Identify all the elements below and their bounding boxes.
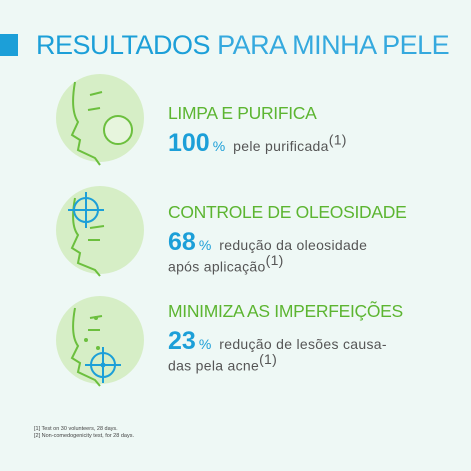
footnote: [1] Test on 30 volunteers, 28 days.: [34, 426, 118, 432]
item-line: 68% redução da oleosidade: [168, 228, 367, 257]
item-line: 23% redução de lesões causa-: [168, 327, 387, 356]
item-heading: LIMPA E PURIFICA: [168, 103, 317, 123]
item-note: (1): [259, 351, 278, 367]
item-description: redução de lesões causa-: [219, 336, 387, 352]
title-bold: RESULTADOS: [36, 30, 211, 60]
item-description: das pela acne: [168, 357, 260, 374]
item-unit: %: [198, 336, 212, 352]
accent-block: [0, 34, 18, 56]
item-description: redução da oleosidade: [219, 237, 368, 253]
item-line: 100% pele purificada(1): [168, 129, 347, 158]
item-line: após aplicação(1): [168, 252, 284, 276]
item-unit: %: [198, 237, 212, 253]
title-light: PARA MINHA PELE: [217, 30, 450, 60]
item-heading: CONTROLE DE OLEOSIDADE: [168, 202, 407, 222]
item-description: após aplicação: [168, 258, 266, 275]
footnote: [2] Non-comedogenicity test, for 28 days…: [34, 433, 134, 439]
item-heading: MINIMIZA AS IMPERFEIÇÕES: [168, 301, 403, 321]
item-note: (1): [265, 252, 284, 268]
item-note: (1): [328, 131, 347, 148]
item-number: 68: [168, 228, 196, 256]
item-unit: %: [212, 138, 226, 154]
item-number: 23: [168, 327, 196, 355]
item-line: das pela acne(1): [168, 351, 277, 375]
item-description: pele purificada: [233, 138, 329, 154]
item-number: 100: [168, 129, 210, 157]
title: RESULTADOS PARA MINHA PELE: [36, 30, 450, 61]
